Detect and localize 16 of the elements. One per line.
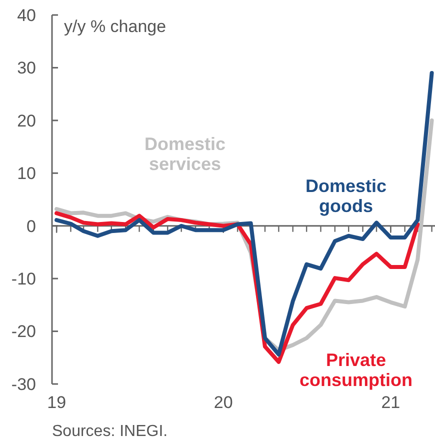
- y-tick-label: 20: [17, 111, 36, 130]
- series-label: Private consumption: [300, 350, 412, 390]
- y-tick-label: 0: [26, 216, 36, 236]
- text: Domestic services: [144, 134, 226, 174]
- y-tick-label: -10: [11, 270, 36, 289]
- y-tick-label: -20: [11, 322, 36, 342]
- x-tick-label: 20: [214, 393, 233, 412]
- series-label: Domestic goods: [305, 176, 387, 216]
- x-tick-label: 19: [47, 393, 66, 412]
- source-note: Sources: INEGI.: [52, 423, 168, 440]
- y-tick-label: -30: [11, 374, 36, 394]
- y-tick-label: 40: [17, 6, 36, 25]
- y-axis-title: y/y % change: [64, 17, 166, 36]
- y-tick-label: 10: [17, 164, 36, 184]
- x-tick-label: 21: [381, 393, 400, 412]
- y-tick-label: 30: [17, 58, 36, 78]
